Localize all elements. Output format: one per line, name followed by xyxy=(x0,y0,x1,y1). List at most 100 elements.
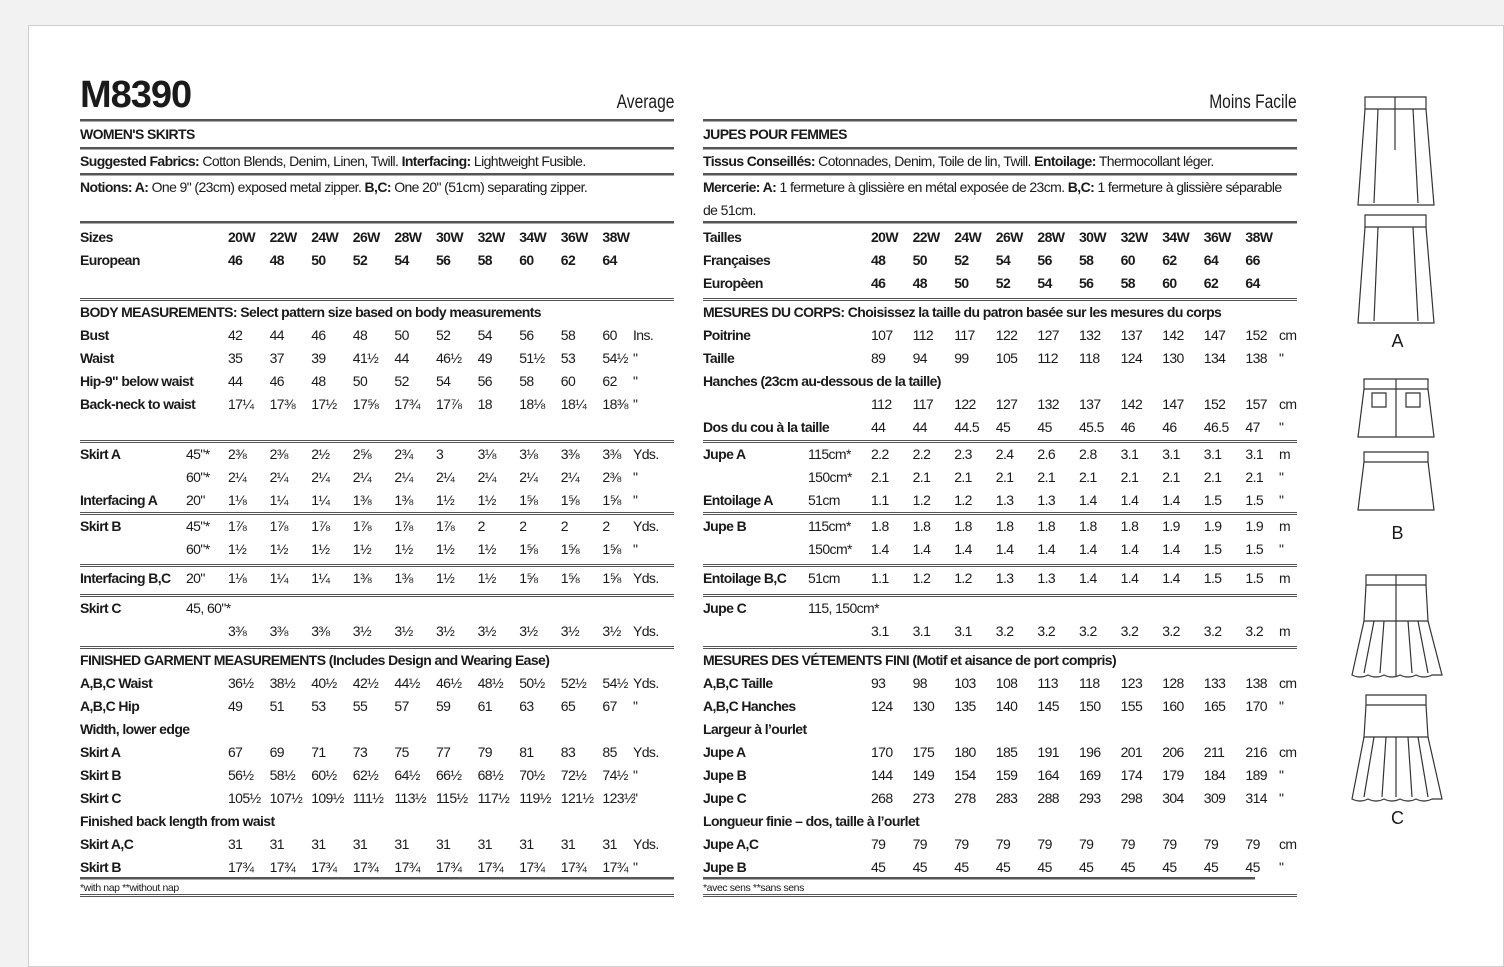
value-cell: 45.5 xyxy=(1079,419,1104,435)
value-cell: 46½ xyxy=(436,350,462,366)
row-label: A,B,C Taille xyxy=(703,675,773,691)
value-cell: 17¾ xyxy=(352,859,379,875)
row-label: Françaises xyxy=(703,252,771,268)
value-cell: 1.4 xyxy=(912,541,931,557)
value-cell: 67 xyxy=(602,698,617,714)
value-cell: 1½ xyxy=(269,541,289,557)
value-cell: 58½ xyxy=(269,767,296,783)
value-cell: 1.2 xyxy=(912,570,931,586)
table-section: Jupe B 115cm* 1.8 1.8 1.8 1.8 1.8 1.8 1.8 1.9 1.9 1… xyxy=(703,515,1297,567)
value-cell: 138 xyxy=(1245,350,1267,366)
table-row: Jupe C 268 273 278 283 288 293 298 304 309 314 " xyxy=(703,787,1297,810)
value-cell: 3.2 xyxy=(1120,623,1139,639)
table-section: Interfacing B,C 20" 1⅛ 1¼ 1¼ 1⅜ 1⅜ 1½ 1½ 1⅝ 1⅝ 1⅝ Yd… xyxy=(80,567,674,597)
value-cell: 191 xyxy=(1037,744,1059,760)
value-cell: 52 xyxy=(352,252,368,268)
row-label: A,B,C Waist xyxy=(80,675,153,691)
value-cell: 1¼ xyxy=(269,492,289,508)
value-cell: 60 xyxy=(560,373,576,389)
value-cell: 2¼ xyxy=(228,469,247,485)
table-section: Sizes 20W 22W 24W 26W 28W 30W 32W 34W 36W 38W Europ… xyxy=(80,226,674,301)
value-cell: 35 xyxy=(228,350,243,366)
value-cell: 17¾ xyxy=(560,859,587,875)
table-row: Jupe B 115cm* 1.8 1.8 1.8 1.8 1.8 1.8 1.8 1.9 1.9 1… xyxy=(703,515,1297,538)
value-cell: 1.3 xyxy=(1037,492,1056,508)
value-cell: 122 xyxy=(995,327,1018,343)
notions-line: Notions: A: One 9" (23cm) exposed metal … xyxy=(80,179,588,195)
value-cell: 24W xyxy=(311,229,339,245)
value-cell: 62½ xyxy=(352,767,379,783)
skirt-c-front-drawing xyxy=(1351,574,1443,678)
value-cell: 196 xyxy=(1079,744,1101,760)
unit-label: " xyxy=(1279,492,1284,508)
value-cell: 293 xyxy=(1079,790,1101,806)
value-cell: 1.8 xyxy=(871,518,889,534)
table-row: BODY MEASUREMENTS: Select pattern size b… xyxy=(80,301,674,324)
value-cell: 17⅞ xyxy=(436,396,462,412)
value-cell: 31 xyxy=(602,836,617,852)
section-heading: MESURES DES VÉTEMENTS FINI (Motif et ais… xyxy=(703,652,1117,668)
value-cell: 28W xyxy=(394,229,422,245)
value-cell: 50 xyxy=(912,252,928,268)
value-cell: 75 xyxy=(394,744,409,760)
row-label: Bust xyxy=(80,327,109,343)
fabric-width: 150cm* xyxy=(808,469,852,485)
value-cell: 50 xyxy=(954,275,969,291)
fabric-width: 115cm* xyxy=(808,518,851,534)
value-cell: 3½ xyxy=(519,623,538,639)
unit-label: " xyxy=(1279,790,1284,806)
table-row: Skirt B 17¾ 17¾ 17¾ 17¾ 17¾ 17¾ 17¾ 17¾ 17¾ 17¾ " xyxy=(80,856,674,879)
value-cell: 134 xyxy=(1203,350,1226,366)
value-cell: 149 xyxy=(912,767,935,783)
value-cell: 50½ xyxy=(519,675,545,691)
value-cell: 1¼ xyxy=(311,570,330,586)
value-cell: 111½ xyxy=(352,790,384,806)
value-cell: 79 xyxy=(1162,836,1177,852)
value-cell: 58 xyxy=(519,373,534,389)
value-cell: 3½ xyxy=(477,623,497,639)
row-label: Jupe A,C xyxy=(703,836,759,852)
row-label: Jupe B xyxy=(703,859,747,875)
fabric-width: 20" xyxy=(186,570,205,586)
table-row: Skirt A,C 31 31 31 31 31 31 31 31 31 31 Yds. xyxy=(80,833,674,856)
value-cell: 17⅝ xyxy=(352,396,379,412)
value-cell: 22W xyxy=(269,229,298,245)
value-cell: 46 xyxy=(1120,419,1136,435)
value-cell: 26W xyxy=(995,229,1024,245)
value-cell: 150 xyxy=(1079,698,1101,714)
value-cell: 103 xyxy=(954,675,976,691)
value-cell: 147 xyxy=(1162,396,1184,412)
section-heading: FINISHED GARMENT MEASUREMENTS (Includes … xyxy=(80,652,550,668)
section-heading: Finished back length from waist xyxy=(80,813,275,829)
table-row: 3.1 3.1 3.1 3.2 3.2 3.2 3.2 3.2 3.2 3.2 m xyxy=(703,620,1297,643)
pattern-number: M8390 xyxy=(80,74,192,116)
value-cell: 1.5 xyxy=(1245,541,1264,557)
row-label: Jupe A xyxy=(703,744,746,760)
value-cell: 48½ xyxy=(477,675,504,691)
value-cell: 58 xyxy=(1120,275,1136,291)
value-cell: 58 xyxy=(1079,252,1094,268)
value-cell: 52 xyxy=(995,275,1011,291)
value-cell: 3⅛ xyxy=(477,446,497,462)
value-cell: 89 xyxy=(871,350,886,366)
value-cell: 64 xyxy=(1245,275,1260,291)
value-cell: 1½ xyxy=(228,541,247,557)
value-cell: 17¾ xyxy=(311,859,337,875)
value-cell: 1.1 xyxy=(871,492,889,508)
value-cell: 36W xyxy=(1203,229,1232,245)
value-cell: 1.8 xyxy=(1037,518,1056,534)
value-cell: 1⅞ xyxy=(352,518,372,534)
value-cell: 31 xyxy=(477,836,493,852)
value-cell: 79 xyxy=(995,836,1011,852)
value-cell: 2 xyxy=(519,518,527,534)
value-cell: 1⅝ xyxy=(602,492,621,508)
value-cell: 58 xyxy=(560,327,576,343)
value-cell: 48 xyxy=(269,252,285,268)
value-cell: 1½ xyxy=(477,541,497,557)
value-cell: 314 xyxy=(1245,790,1267,806)
unit-label: m xyxy=(1279,446,1291,462)
table-section: BODY MEASUREMENTS: Select pattern size b… xyxy=(80,301,674,443)
value-cell: 81 xyxy=(519,744,534,760)
table-row: Skirt A 45"* 2⅜ 2⅜ 2½ 2⅝ 2¾ 3 3⅛ 3⅛ 3⅜ 3⅜ Yds. xyxy=(80,443,674,466)
value-cell: 185 xyxy=(995,744,1018,760)
